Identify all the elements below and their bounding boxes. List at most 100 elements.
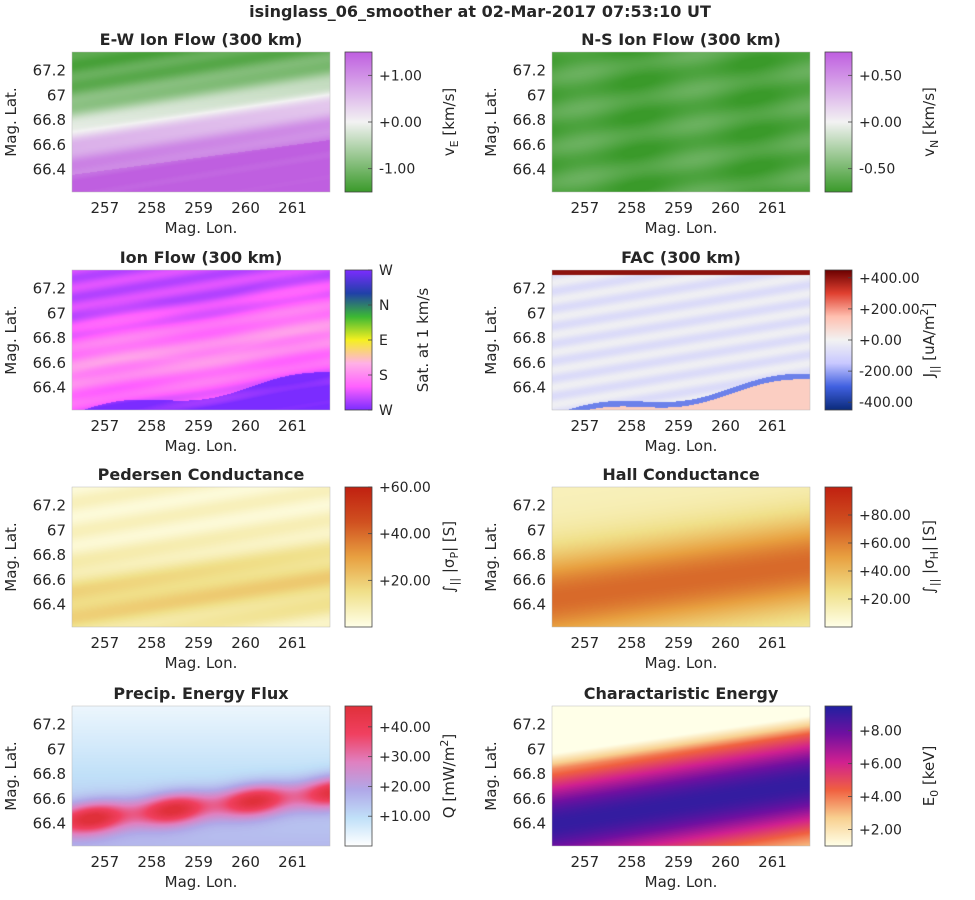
x-tick-label: 257 — [91, 417, 120, 435]
y-tick-label: 66.4 — [33, 379, 66, 397]
x-axis-label: Mag. Lon. — [165, 654, 238, 672]
colorbar: +80.00 +60.00 +40.00 +20.00 ∫|| |σH| [S] — [824, 486, 941, 628]
colorbar-tick-label: +80.00 — [859, 508, 911, 524]
x-tick-label: 260 — [711, 417, 740, 435]
y-tick-label: 66.8 — [33, 546, 66, 564]
x-tick-label: 259 — [184, 417, 213, 435]
colorbar-tick-label: +60.00 — [859, 536, 911, 552]
x-tick-label: 257 — [571, 199, 600, 217]
y-tick-label: 67.2 — [33, 62, 66, 80]
colorbar: +40.00 +30.00 +20.00 +10.00 Q [mW/m2] — [344, 705, 458, 847]
colorbar-label: Sat. at 1 km/s — [414, 288, 432, 393]
x-tick-label: 261 — [758, 417, 787, 435]
colorbar-tick-label: +20.00 — [379, 779, 431, 795]
colorbar-label: J|| [uA/m2] — [918, 303, 941, 379]
x-tick-label: 259 — [184, 199, 213, 217]
panel-title: N-S Ion Flow (300 km) — [581, 30, 781, 49]
y-tick-label: 67 — [47, 740, 66, 758]
x-tick-label: 257 — [571, 853, 600, 871]
y-tick-label: 66.4 — [513, 596, 546, 614]
colorbar-label: Q [mW/m2] — [438, 734, 458, 818]
y-tick-label: 67 — [527, 740, 546, 758]
panel-title: Charactaristic Energy — [584, 684, 779, 703]
y-axis-label: Mag. Lat. — [2, 522, 20, 591]
x-tick-label: 261 — [758, 199, 787, 217]
y-tick-label: 66.6 — [33, 354, 66, 372]
axes-frame — [551, 269, 811, 411]
colorbar-bar — [344, 486, 373, 628]
chart-panel-5: Pedersen Conductance 257 258 259 260 261 Mag. … — [2, 465, 461, 672]
x-tick-label: 258 — [137, 199, 166, 217]
y-tick-label: 67.2 — [513, 497, 546, 515]
figure-title: isinglass_06_smoother at 02-Mar-2017 07:… — [249, 2, 711, 21]
colorbar: +60.00 +40.00 +20.00 ∫|| |σP| [S] — [344, 480, 461, 628]
axes-frame — [71, 705, 331, 847]
y-tick-label: 67 — [47, 521, 66, 539]
x-axis-label: Mag. Lon. — [165, 437, 238, 455]
colorbar-tick-label: +6.00 — [859, 757, 902, 773]
y-tick-label: 66.4 — [513, 815, 546, 833]
y-axis-label: Mag. Lat. — [482, 87, 500, 156]
colorbar: +0.50 +0.00 -0.50 vN [km/s] — [824, 51, 941, 193]
y-tick-label: 66.4 — [33, 815, 66, 833]
x-tick-label: 259 — [184, 853, 213, 871]
x-axis-label: Mag. Lon. — [165, 873, 238, 891]
y-axis-label: Mag. Lat. — [2, 87, 20, 156]
colorbar-tick-label: W — [379, 263, 393, 279]
y-tick-label: 66.4 — [513, 379, 546, 397]
colorbar-tick-label: +2.00 — [859, 823, 902, 839]
panel-title: E-W Ion Flow (300 km) — [100, 30, 303, 49]
colorbar-tick-label: +60.00 — [379, 480, 431, 496]
axes-frame — [71, 51, 331, 193]
x-tick-label: 257 — [571, 417, 600, 435]
x-tick-label: 260 — [231, 417, 260, 435]
colorbar-tick-label: +40.00 — [859, 564, 911, 580]
colorbar-label: vN [km/s] — [920, 87, 941, 157]
colorbar-tick-label: -400.00 — [859, 395, 913, 411]
x-tick-label: 257 — [91, 199, 120, 217]
heatmap-image — [72, 270, 330, 410]
colorbar-tick-label: +8.00 — [859, 724, 902, 740]
x-tick-label: 261 — [278, 634, 307, 652]
y-axis-label: Mag. Lat. — [2, 741, 20, 810]
x-tick-label: 260 — [231, 199, 260, 217]
heatmap-image — [72, 487, 330, 627]
chart-panel-3: Ion Flow (300 km) 257 258 259 260 261 Mag. Lon… — [2, 248, 432, 455]
colorbar-tick-label: E — [379, 333, 388, 349]
x-tick-label: 257 — [571, 634, 600, 652]
y-tick-label: 66.6 — [33, 790, 66, 808]
x-tick-label: 261 — [278, 853, 307, 871]
y-tick-label: 67 — [47, 304, 66, 322]
colorbar-bar — [824, 486, 853, 628]
x-tick-label: 258 — [137, 853, 166, 871]
colorbar-tick-label: +0.00 — [859, 115, 902, 131]
y-tick-label: 66.6 — [513, 354, 546, 372]
colorbar-tick-label: +1.00 — [379, 68, 422, 84]
colorbar-label: ∫|| |σP| [S] — [440, 521, 461, 593]
y-tick-label: 66.8 — [513, 765, 546, 783]
y-tick-label: 66.4 — [33, 161, 66, 179]
chart-panel-2: N-S Ion Flow (300 km) 257 258 259 260 261 Mag.… — [482, 30, 941, 237]
y-tick-label: 67.2 — [513, 716, 546, 734]
y-axis-label: Mag. Lat. — [482, 305, 500, 374]
colorbar-bar — [344, 705, 373, 847]
colorbar-tick-label: S — [379, 368, 388, 384]
heatmap-image — [72, 706, 330, 846]
y-tick-label: 67.2 — [33, 497, 66, 515]
axes-frame — [551, 51, 811, 193]
y-tick-label: 66.6 — [33, 136, 66, 154]
heatmap-image — [552, 487, 810, 627]
x-tick-label: 260 — [711, 634, 740, 652]
colorbar-tick-label: +0.00 — [859, 333, 902, 349]
colorbar-tick-label: -0.50 — [859, 162, 895, 178]
x-tick-label: 261 — [758, 634, 787, 652]
x-axis-label: Mag. Lon. — [645, 654, 718, 672]
colorbar-bar — [824, 269, 853, 411]
colorbar-tick-label: +40.00 — [379, 720, 431, 736]
colorbar-tick-label: +20.00 — [859, 592, 911, 608]
colorbar-tick-label: +0.00 — [379, 115, 422, 131]
y-tick-label: 67 — [527, 86, 546, 104]
y-tick-label: 67.2 — [33, 280, 66, 298]
colorbar: +400.00 +200.00 +0.00 -200.00 -400.00 J|| [uA… — [824, 269, 941, 411]
